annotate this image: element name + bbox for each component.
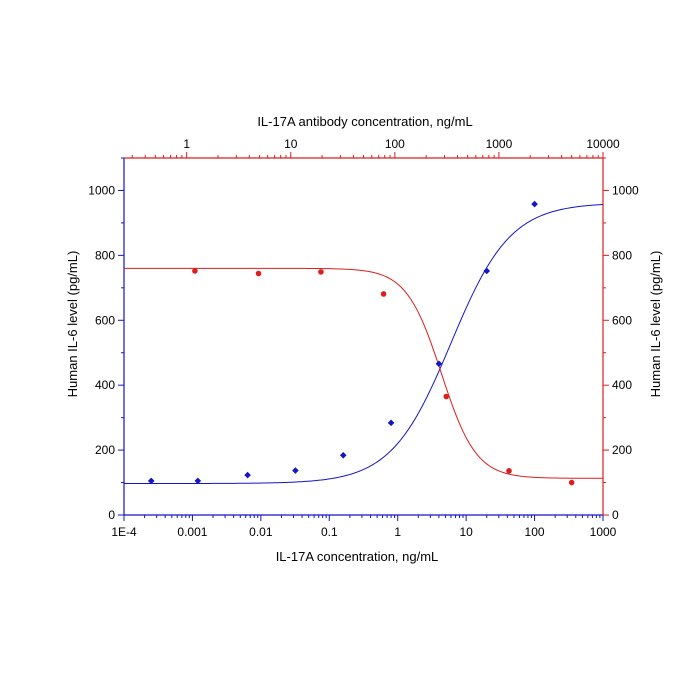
fit-curves-layer <box>124 203 604 485</box>
y2-tick-label: 400 <box>612 378 632 392</box>
y-tick-label: 1000 <box>88 183 115 197</box>
x2-tick-label: 1 <box>183 137 190 151</box>
y2-axis-label: Human IL-6 level (pg/mL) <box>648 251 663 398</box>
y2-tick-label: 800 <box>612 248 632 262</box>
data-point-series-1 <box>387 419 395 427</box>
x2-tick-label: 10000 <box>586 137 620 151</box>
x-tick-label: 0.001 <box>177 525 207 539</box>
x2-tick-label: 10 <box>284 137 298 151</box>
y-tick-label: 600 <box>95 313 115 327</box>
data-point-series-1 <box>339 451 347 459</box>
x-tick-label: 100 <box>525 525 545 539</box>
y-tick-label: 400 <box>95 378 115 392</box>
data-point-series-1 <box>531 200 538 208</box>
y2-tick-label: 0 <box>612 508 619 522</box>
y-tick-label: 800 <box>95 248 115 262</box>
x-tick-label: 0.01 <box>249 525 273 539</box>
y2-tick-label: 200 <box>612 443 632 457</box>
y-axis-label: Human IL-6 level (pg/mL) <box>65 251 80 398</box>
data-point-series-1 <box>194 477 202 485</box>
x2-axis-label: IL-17A antibody concentration, ng/mL <box>257 114 472 129</box>
y2-tick-label: 600 <box>612 313 632 327</box>
x-tick-label: 1000 <box>590 525 617 539</box>
x-tick-label: 10 <box>459 525 473 539</box>
data-points-layer <box>147 200 575 486</box>
fit-curve-1 <box>124 203 604 485</box>
data-point-series-1 <box>483 267 491 275</box>
fit-curve-2 <box>124 267 604 479</box>
y-tick-label: 0 <box>108 508 115 522</box>
data-point-series-1 <box>244 471 251 479</box>
data-point-series-2 <box>255 270 262 277</box>
data-point-series-2 <box>192 268 198 274</box>
axes-layer: 1E-4 0.001 0.01 0.1 1 10 100 1000 1 10 100 1000 1000… <box>88 137 639 539</box>
x-axis-label: IL-17A concentration, ng/mL <box>276 549 439 564</box>
data-point-series-2 <box>568 479 575 486</box>
data-point-series-2 <box>380 291 387 297</box>
x2-tick-label: 1000 <box>486 137 513 151</box>
data-point-series-2 <box>443 393 450 400</box>
x-tick-label: 1 <box>394 525 401 539</box>
data-point-series-2 <box>318 269 324 275</box>
y-tick-label: 200 <box>95 443 115 457</box>
x2-tick-label: 100 <box>385 137 405 151</box>
data-point-series-2 <box>506 468 512 474</box>
x-tick-label: 1E-4 <box>111 525 137 539</box>
x-tick-label: 0.1 <box>321 525 338 539</box>
data-point-series-1 <box>292 467 299 474</box>
data-point-series-1 <box>435 360 443 368</box>
data-point-series-1 <box>147 477 155 485</box>
y2-tick-label: 1000 <box>612 183 639 197</box>
